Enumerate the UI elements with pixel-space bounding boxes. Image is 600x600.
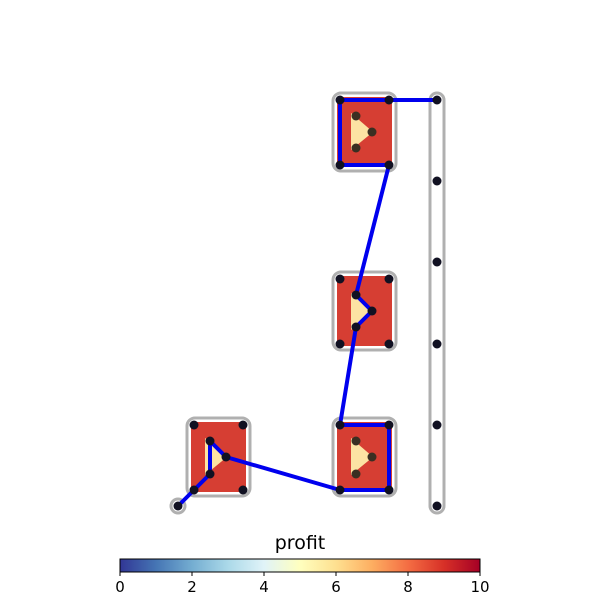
- tile-bottom-left: [185, 416, 252, 498]
- triangle-node: [351, 111, 361, 121]
- colorbar-tick-label: 0: [115, 578, 125, 596]
- rail-node: [432, 420, 442, 430]
- tile-top: [331, 91, 398, 173]
- triangle-node: [351, 436, 361, 446]
- colorbar-tick-label: 4: [259, 578, 269, 596]
- triangle-node: [367, 306, 377, 316]
- tile-node: [335, 485, 345, 495]
- triangle-node: [205, 436, 215, 446]
- triangle-node: [367, 452, 377, 462]
- rail-node: [432, 257, 442, 267]
- colorbar-tick-label: 6: [331, 578, 341, 596]
- tile-node: [384, 485, 394, 495]
- nodes: [173, 95, 442, 511]
- triangle-node: [351, 469, 361, 479]
- tile-bottom-right-outline: [331, 416, 398, 498]
- colorbar: profit 0 2 4 6 8 10: [115, 532, 489, 596]
- colorbar-tick-label: 8: [403, 578, 413, 596]
- tile-node: [384, 95, 394, 105]
- tile-middle-triangle: [351, 293, 373, 330]
- tile-node: [335, 339, 345, 349]
- tile-middle: [331, 270, 398, 352]
- rail-node: [432, 176, 442, 186]
- tile-node: [384, 339, 394, 349]
- triangle-node: [351, 143, 361, 153]
- tile-node: [335, 95, 345, 105]
- triangle-node: [351, 322, 361, 332]
- start-node: [173, 501, 183, 511]
- route-path: [176, 98, 439, 508]
- colorbar-tick-label: 2: [187, 578, 197, 596]
- tile-node: [384, 160, 394, 170]
- tile-bottom-right-triangle: [351, 438, 373, 475]
- tile-node: [335, 420, 345, 430]
- tile-node: [238, 420, 248, 430]
- rail-node: [432, 95, 442, 105]
- rail-node: [432, 339, 442, 349]
- tile-node: [238, 485, 248, 495]
- colorbar-tick-label: 10: [470, 578, 489, 596]
- tile-top-triangle: [351, 113, 373, 150]
- triangle-node: [367, 127, 377, 137]
- triangle-node: [351, 290, 361, 300]
- triangle-node: [221, 452, 231, 462]
- start-node-outline: [169, 497, 187, 515]
- tile-node: [335, 274, 345, 284]
- tile-node: [335, 160, 345, 170]
- tile-node: [384, 420, 394, 430]
- tile-node: [384, 274, 394, 284]
- colorbar-title: profit: [275, 532, 326, 554]
- tile-bottom-right: [331, 416, 398, 498]
- tile-node: [189, 420, 199, 430]
- rail: [428, 91, 446, 515]
- tile-bottom-left-outline: [185, 416, 252, 498]
- triangle-node: [205, 469, 215, 479]
- tile-middle-outline: [331, 270, 398, 352]
- rail-node: [432, 501, 442, 511]
- rail-outline: [428, 91, 446, 515]
- colorbar-gradient: [119, 558, 481, 573]
- tile-top-outline: [331, 91, 398, 173]
- tile-node: [189, 485, 199, 495]
